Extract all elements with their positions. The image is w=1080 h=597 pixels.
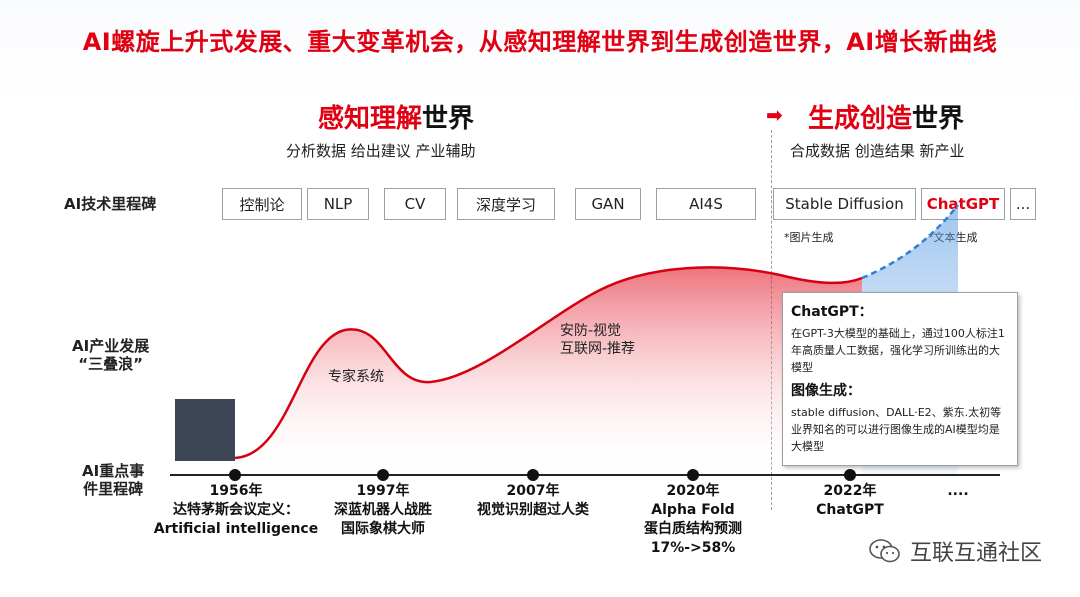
- row-label-events-line1: AI重点事: [82, 462, 145, 480]
- event-1997-desc2: 国际象棋大师: [341, 521, 425, 537]
- perception-subtitle: 分析数据 给出建议 产业辅助: [286, 142, 476, 160]
- milestone-deep-learning: 深度学习: [457, 188, 555, 220]
- origin-block: [175, 399, 235, 461]
- event-1956-term: Artificial intelligence: [153, 521, 319, 537]
- info-image-heading: 图像生成：: [791, 383, 861, 399]
- row-label-industry: AI产业发展 “三叠浪”: [72, 337, 149, 373]
- event-2020-name: Alpha Fold: [651, 502, 735, 518]
- event-2022-year: 2022年: [823, 483, 877, 499]
- timeline-dot-2022: [844, 469, 856, 481]
- timeline-dot-2020: [687, 469, 699, 481]
- milestone-gan: GAN: [575, 188, 641, 220]
- event-1956-desc: 达特茅斯会议定义：: [172, 502, 299, 518]
- event-1956-year: 1956年: [209, 483, 263, 499]
- row-label-events-line2: 件里程碑: [83, 480, 144, 498]
- timeline-dot-1956: [229, 469, 241, 481]
- milestone-cybernetics: 控制论: [222, 188, 302, 220]
- row-label-events: AI重点事 件里程碑: [82, 462, 144, 498]
- timeline-dot-2007: [527, 469, 539, 481]
- event-2007-year: 2007年: [506, 483, 560, 499]
- generation-heading-dark: 世界: [912, 104, 965, 134]
- event-1997: 1997年 深蓝机器人战胜 国际象棋大师: [334, 482, 432, 539]
- event-2020-desc: 蛋白质结构预测: [644, 521, 742, 537]
- milestone-more: ...: [1010, 188, 1036, 220]
- event-future-ellipsis: ....: [947, 483, 969, 499]
- timeline-axis: [170, 474, 1000, 476]
- milestone-nlp: NLP: [307, 188, 369, 220]
- label-security-internet: 安防-视觉 互联网-推荐: [560, 322, 635, 358]
- generation-heading-red: 生成创造: [808, 104, 913, 134]
- watermark: 互联互通社区: [868, 535, 1042, 567]
- generation-heading: 生成创造世界: [808, 98, 964, 135]
- milestone-stable-diffusion: Stable Diffusion: [773, 188, 916, 220]
- event-2020-year: 2020年: [666, 483, 720, 499]
- perception-heading-dark: 世界: [422, 104, 475, 134]
- wechat-icon: [869, 539, 900, 563]
- watermark-text: 互联互通社区: [909, 541, 1042, 566]
- info-box: ChatGPT： 在GPT-3大模型的基础上，通过100人标注1年高质量人工数据…: [782, 292, 1018, 466]
- event-2007: 2007年 视觉识别超过人类: [477, 482, 589, 520]
- slide-title: AI螺旋上升式发展、重大变革机会，从感知理解世界到生成创造世界，AI增长新曲线: [82, 28, 998, 56]
- row-label-milestones: AI技术里程碑: [64, 195, 157, 213]
- milestone-cv: CV: [384, 188, 446, 220]
- event-future: ....: [947, 482, 968, 501]
- event-2007-desc: 视觉识别超过人类: [477, 502, 589, 518]
- red-wave-line: [234, 266, 863, 460]
- milestone-chatgpt: ChatGPT: [921, 188, 1005, 220]
- label-expert-systems: 专家系统: [328, 369, 384, 385]
- row-label-industry-line1: AI产业发展: [72, 337, 150, 355]
- arrow-right-icon: ➡: [766, 103, 783, 127]
- event-1997-year: 1997年: [356, 483, 410, 499]
- info-chatgpt-text: 在GPT-3大模型的基础上，通过100人标注1年高质量人工数据，强化学习所训练出…: [791, 327, 1005, 374]
- red-wave-area: [235, 267, 862, 474]
- info-chatgpt-heading: ChatGPT：: [791, 304, 873, 320]
- event-1956: 1956年 达特茅斯会议定义： Artificial intelligence: [154, 482, 318, 539]
- info-image-text: stable diffusion、DALL·E2、紫东.太初等业界知名的可以进行…: [791, 406, 1002, 453]
- blue-growth-line: [861, 204, 959, 280]
- label-security-line2: 互联网-推荐: [560, 341, 636, 357]
- note-image-generation: *图片生成: [784, 231, 834, 244]
- perception-heading: 感知理解世界: [318, 98, 474, 135]
- event-2022: 2022年 ChatGPT: [816, 482, 884, 520]
- perception-heading-red: 感知理解: [318, 104, 423, 134]
- generation-subtitle: 合成数据 创造结果 新产业: [790, 142, 965, 160]
- row-label-industry-line2: “三叠浪”: [78, 355, 143, 373]
- milestone-ai4s: AI4S: [656, 188, 756, 220]
- label-security-line1: 安防-视觉: [560, 323, 622, 339]
- event-2020-stat: 17%->58%: [650, 540, 736, 556]
- timeline-dot-1997: [377, 469, 389, 481]
- event-2022-name: ChatGPT: [816, 502, 884, 518]
- event-2020: 2020年 Alpha Fold 蛋白质结构预测 17%->58%: [644, 482, 742, 558]
- event-1997-desc: 深蓝机器人战胜: [334, 502, 432, 518]
